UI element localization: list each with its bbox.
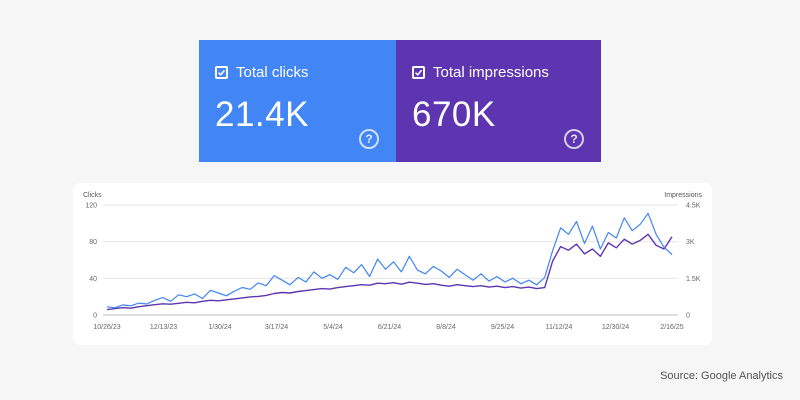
right-tick-label: 0	[686, 313, 690, 320]
right-tick-label: 3K	[686, 239, 695, 246]
right-axis-title: Impressions	[664, 192, 702, 199]
source-caption: Source: Google Analytics	[660, 370, 783, 382]
x-tick-label: 3/17/24	[265, 324, 288, 331]
left-tick-label: 40	[89, 276, 97, 283]
right-tick-label: 1.5K	[686, 276, 701, 283]
clicks-label: Total clicks	[236, 64, 309, 81]
impressions-series-line	[106, 233, 673, 311]
x-tick-label: 9/25/24	[491, 324, 514, 331]
right-tick-label: 4.5K	[686, 203, 701, 210]
total-clicks-card[interactable]: Total clicks 21.4K ?	[199, 40, 396, 162]
left-tick-label: 0	[93, 313, 97, 320]
x-tick-label: 10/26/23	[93, 324, 120, 331]
x-tick-label: 11/12/24	[546, 324, 573, 331]
impressions-value: 670K	[412, 95, 496, 134]
left-axis-title: Clicks	[83, 192, 102, 199]
x-tick-label: 12/30/24	[602, 324, 629, 331]
clicks-value: 21.4K	[215, 95, 309, 134]
x-tick-label: 8/8/24	[436, 324, 456, 331]
x-tick-label: 6/21/24	[378, 324, 401, 331]
clicks-series-line	[106, 212, 673, 309]
x-tick-label: 5/4/24	[323, 324, 343, 331]
impressions-label: Total impressions	[433, 64, 549, 81]
left-tick-label: 120	[85, 203, 97, 210]
left-tick-label: 80	[89, 239, 97, 246]
total-impressions-card[interactable]: Total impressions 670K ?	[396, 40, 601, 162]
help-icon[interactable]: ?	[359, 129, 379, 149]
performance-chart-panel: Clicks Impressions 120 80 40 0 4.5K 3K 1.5K 0 …	[73, 183, 712, 345]
impressions-checkbox-icon[interactable]	[412, 66, 425, 79]
clicks-checkbox-icon[interactable]	[215, 66, 228, 79]
x-tick-label: 12/13/23	[150, 324, 177, 331]
x-tick-label: 1/30/24	[208, 324, 231, 331]
help-icon[interactable]: ?	[564, 129, 584, 149]
x-tick-label: 2/16/25	[660, 324, 683, 331]
